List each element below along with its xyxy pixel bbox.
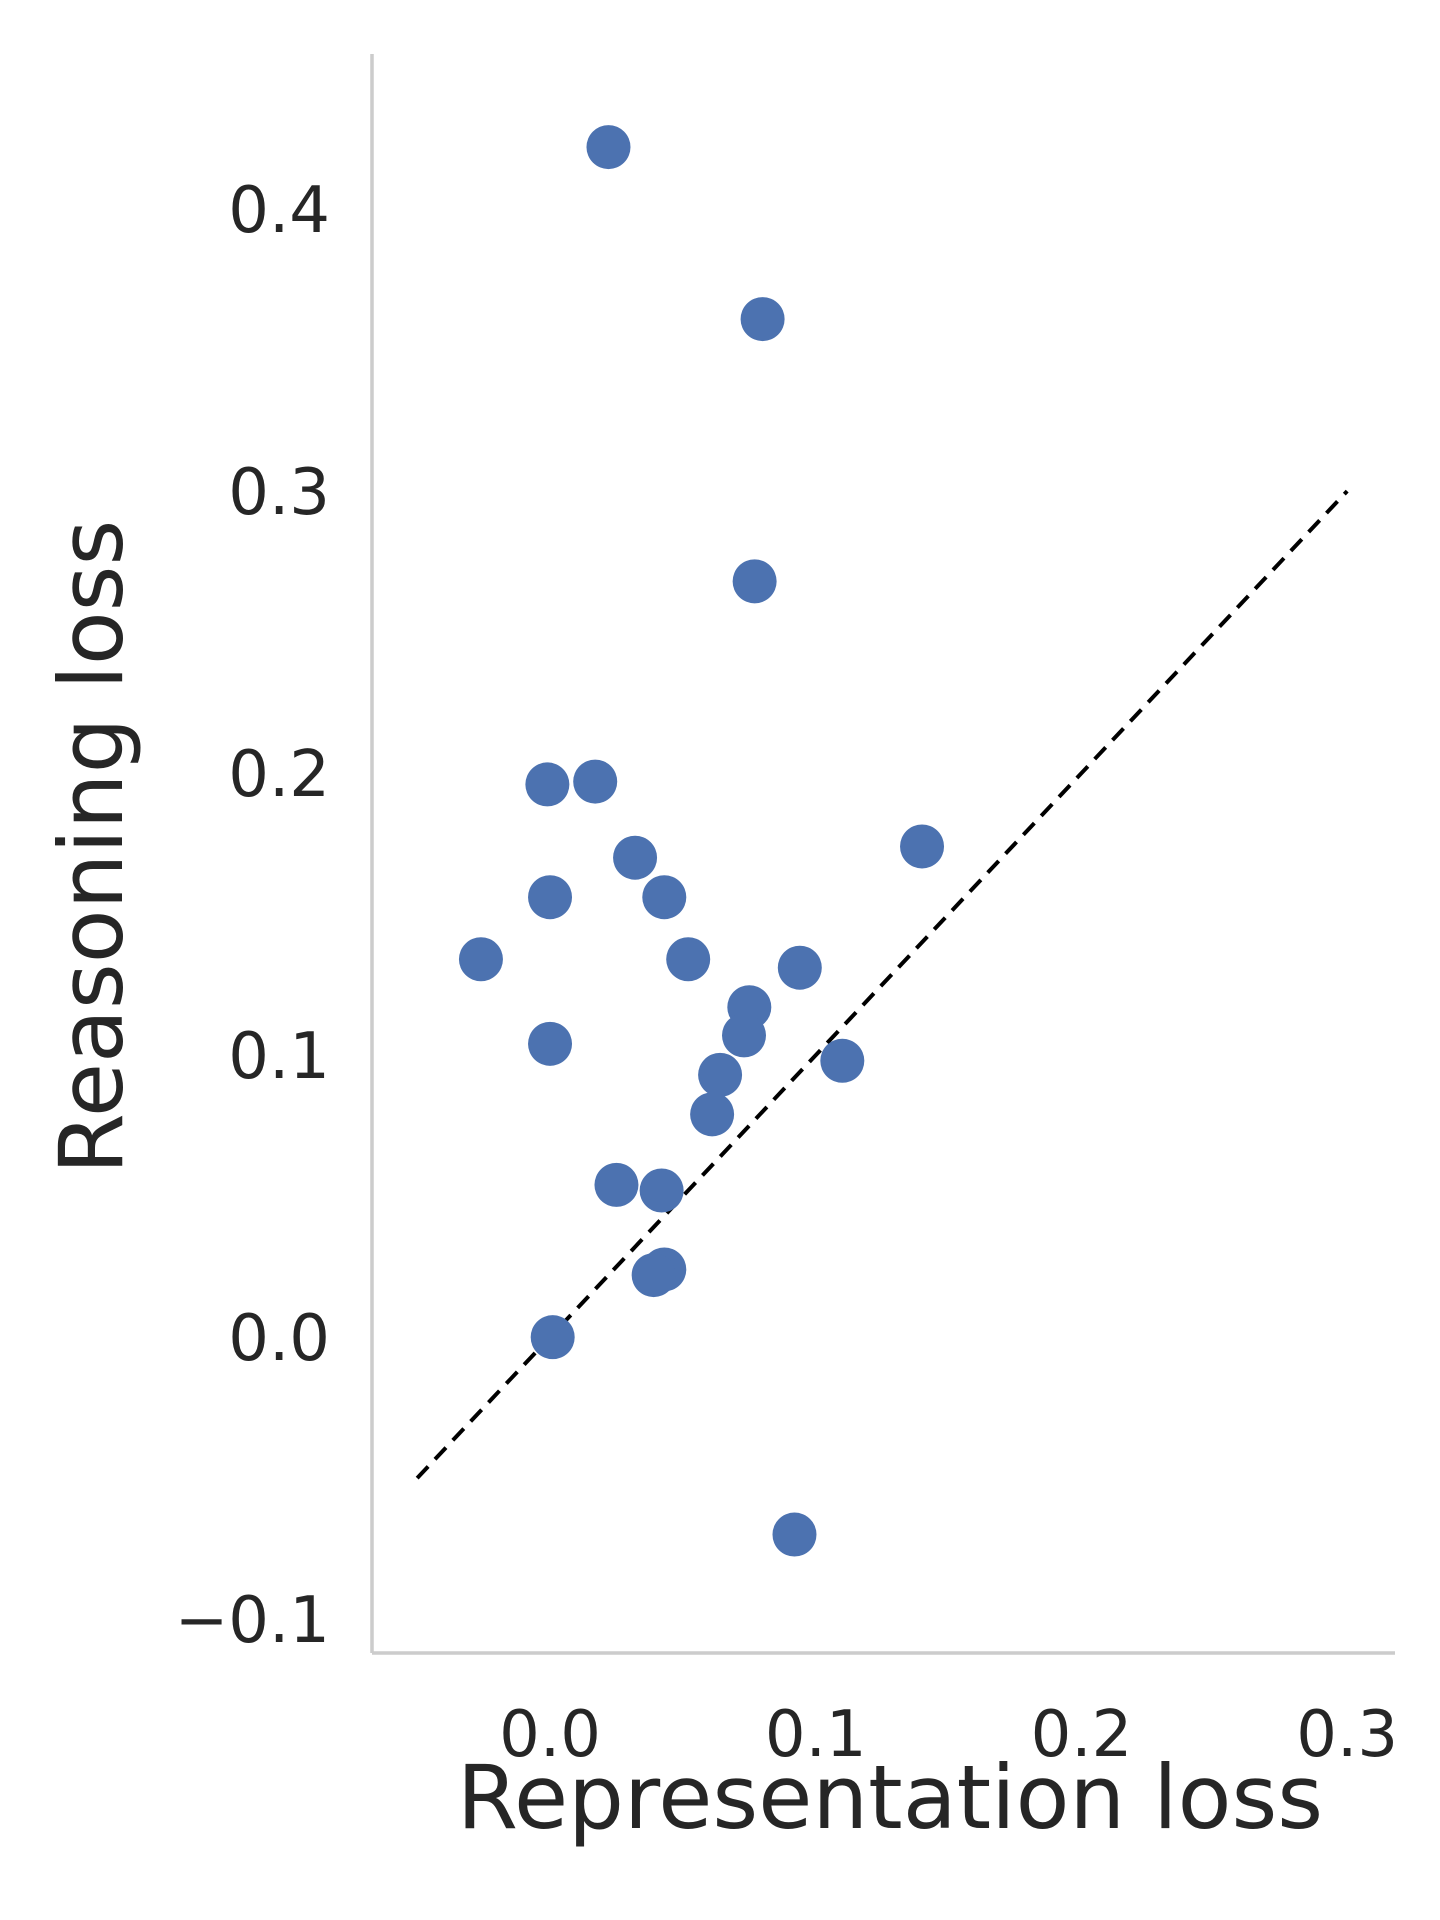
data-point	[530, 1315, 575, 1360]
data-point	[732, 559, 777, 604]
data-point	[722, 1013, 766, 1058]
data-point	[900, 824, 945, 869]
reference-line-layer	[415, 489, 1349, 1480]
x-tick-label: 0.0	[499, 1698, 601, 1772]
y-axis-label: Reasoning loss	[40, 520, 143, 1175]
x-tick-label: 0.3	[1296, 1698, 1398, 1772]
data-point	[666, 937, 711, 982]
points-layer	[458, 125, 945, 1557]
y-tick-label: 0.2	[228, 738, 330, 812]
y-tick-label: 0.3	[228, 456, 330, 530]
x-tick-label: 0.2	[1031, 1698, 1133, 1772]
axes-layer	[370, 54, 1395, 1655]
data-point	[642, 875, 687, 920]
tick-labels-layer: 0.0 0.1 0.2 0.3 −0.1 0.0 0.1 0.2 0.3 0.4	[175, 174, 1398, 1772]
reference-line	[415, 489, 1349, 1480]
y-tick-label: 0.4	[228, 174, 330, 248]
data-point	[690, 1092, 735, 1137]
data-point	[772, 1512, 817, 1557]
data-point	[631, 1253, 676, 1298]
y-tick-label: 0.0	[228, 1302, 330, 1376]
data-point	[613, 835, 658, 880]
data-point	[777, 945, 822, 990]
data-point	[525, 762, 570, 807]
data-point	[573, 759, 618, 804]
x-axis-label: Representation loss	[457, 1746, 1323, 1849]
data-point	[639, 1168, 684, 1213]
y-tick-label: −0.1	[175, 1584, 330, 1658]
data-point	[458, 937, 503, 982]
data-point	[528, 875, 573, 920]
x-tick-label: 0.1	[765, 1698, 867, 1772]
data-point	[586, 125, 631, 170]
data-point	[820, 1038, 865, 1083]
data-point	[528, 1021, 573, 1066]
y-tick-label: 0.1	[228, 1020, 330, 1094]
data-point	[594, 1162, 639, 1207]
data-point	[698, 1052, 743, 1097]
data-point	[740, 297, 785, 342]
